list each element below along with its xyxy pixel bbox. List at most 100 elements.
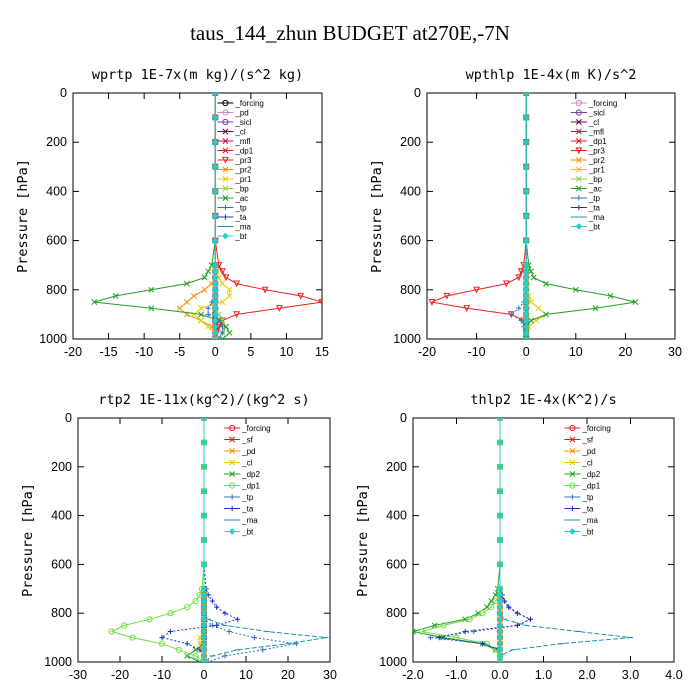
series-point-dp1 [146, 616, 153, 623]
series-point-bt [200, 603, 208, 611]
figure-title: taus_144_zhun BUDGET at270E,-7N [190, 21, 510, 45]
series-point-bt [496, 418, 504, 422]
legend-label: _forcing [241, 424, 270, 433]
x-tick-label: -5 [174, 345, 185, 359]
legend-label: _sf [581, 436, 593, 445]
series-group [91, 93, 322, 339]
y-tick-label: 1000 [39, 332, 67, 346]
series-point-pr3 [261, 286, 269, 294]
series-point-ta [214, 604, 220, 610]
series-point-ta [527, 616, 534, 622]
series-point-dp2 [492, 591, 499, 598]
series-point-tp [222, 653, 228, 659]
series-point-dp1 [192, 597, 199, 605]
x-tick-label: -1.0 [446, 668, 468, 682]
legend-marker [575, 157, 582, 163]
series-point-bt [200, 597, 208, 605]
series-point-ta [167, 628, 173, 635]
series-point-ta [514, 610, 520, 616]
legend-label: _bt [241, 528, 254, 537]
legend-marker [229, 436, 236, 443]
series-point-bt [200, 561, 208, 568]
series-point-bt [496, 622, 504, 629]
series-point-pr3 [517, 268, 525, 276]
x-tick-label: 10 [279, 345, 293, 359]
series-point-pr3 [297, 292, 305, 300]
legend-marker [569, 436, 576, 443]
series-point-bt [211, 261, 219, 269]
x-tick-label: -20 [111, 668, 129, 682]
series-point-bt [522, 93, 530, 97]
series-point-dp1 [488, 604, 495, 611]
series-point-ac [607, 292, 614, 299]
legend-label: _bp [588, 175, 603, 184]
legend-label: _pd [581, 447, 595, 456]
series-point-pr1 [535, 305, 542, 312]
series-point-dp1 [418, 628, 425, 635]
series-point-bt [200, 536, 208, 544]
legend-marker [229, 448, 236, 454]
legend-marker [229, 424, 236, 432]
legend-label: _ta [588, 204, 601, 213]
series-point-pr1 [190, 311, 197, 318]
series-point-pr2 [183, 299, 190, 306]
series-point-pr3 [502, 280, 510, 288]
x-tick-label: 10 [239, 668, 253, 682]
series-point-dp1 [184, 604, 191, 611]
series-point-bt [496, 652, 504, 660]
series-point-pr3 [318, 299, 322, 306]
legend-marker [222, 185, 229, 192]
legend-label: _dp2 [581, 470, 600, 479]
panel-4: thlp2 1E-4x(K^2)/s Pressure [hPa] -2.0 -1.0… [355, 392, 683, 682]
legend-marker [229, 494, 235, 500]
legend-label: _pr2 [588, 156, 606, 165]
plot-frame [426, 92, 676, 340]
panel-title: wprtp 1E-7x(m kg)/(s^2 kg) [92, 67, 303, 83]
series-point-bt [200, 591, 208, 599]
legend-marker [569, 471, 576, 477]
series-point-bt [211, 212, 219, 220]
x-tick-label: 0.0 [491, 668, 508, 682]
series-point-bt [522, 311, 530, 318]
panel-3: rtp2 1E-11x(kg^2)/(kg^2 s) Pressure [hPa]… [20, 392, 337, 682]
legend-label: _ma [234, 223, 251, 232]
series-point-tp [516, 305, 522, 311]
legend-label: _pr2 [234, 166, 252, 175]
series-point-bt [496, 603, 504, 611]
legend-label: _pr3 [234, 156, 252, 165]
legend: _forcing _sf _pd _cl _dp2 _dp1 _tp _ta _ma _bt [224, 424, 271, 537]
series-point-bt [200, 512, 208, 519]
legend-marker [569, 448, 576, 454]
series-point-bt [211, 317, 219, 324]
legend-label: _tp [234, 204, 247, 213]
series-point-bt [522, 286, 530, 294]
series-point-bt [211, 311, 219, 318]
y-tick-label: 600 [400, 234, 421, 248]
legend-marker [575, 109, 582, 116]
series-point-ta [436, 635, 442, 641]
legend-label: _forcing [588, 99, 617, 108]
y-tick-label: 800 [386, 606, 407, 620]
series-point-dp1 [440, 622, 447, 629]
series-point-bt [522, 329, 530, 337]
series-point-ac [91, 299, 98, 306]
x-tick-label: 2.0 [578, 668, 595, 682]
legend-label: _dp1 [581, 482, 600, 491]
series-point-ta [462, 628, 468, 635]
legend-marker [222, 232, 229, 240]
series-point-bt [211, 114, 219, 121]
legend-marker [575, 99, 582, 107]
series-point-bt [211, 188, 219, 195]
series-point-bt [496, 646, 504, 654]
series-point-bt [522, 212, 530, 220]
legend-marker [569, 505, 575, 512]
legend-label: _pr1 [234, 175, 252, 184]
x-tick-label: -10 [153, 668, 171, 682]
series-point-tp [260, 647, 266, 653]
series-point-dp1 [466, 616, 473, 623]
series-point-bt [496, 439, 504, 446]
series-point-dp2 [488, 598, 495, 604]
x-tick-label: -10 [468, 345, 486, 359]
series-point-tp [219, 324, 225, 330]
series-point-ta [222, 610, 228, 616]
